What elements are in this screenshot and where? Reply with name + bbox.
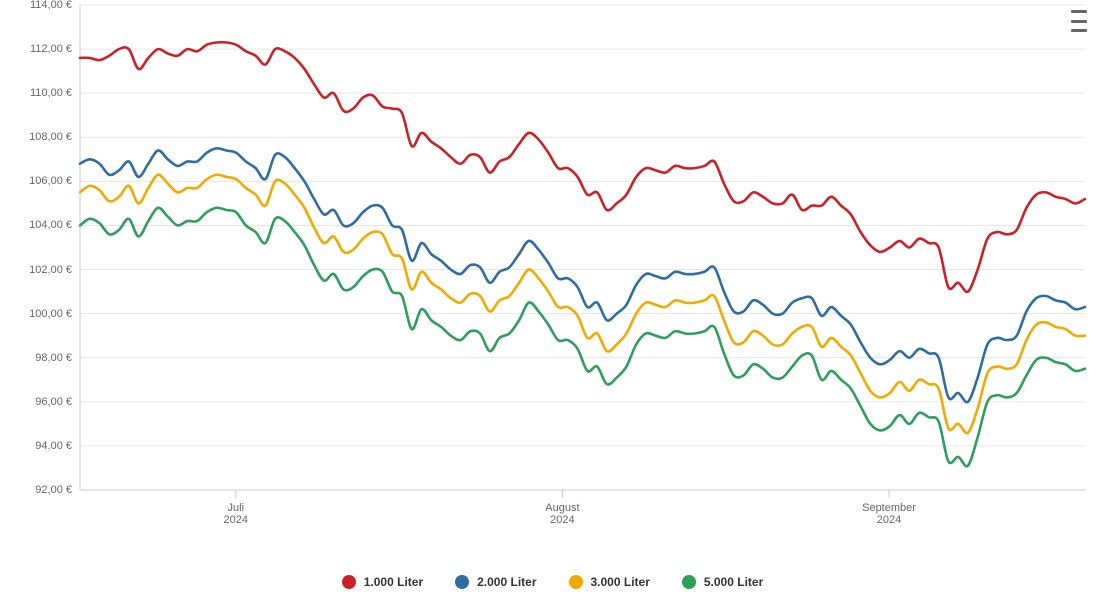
legend-label: 1.000 Liter bbox=[364, 575, 423, 589]
series-line bbox=[80, 42, 1085, 292]
legend-swatch bbox=[342, 575, 356, 589]
x-tick-label: Juli2024 bbox=[224, 502, 248, 526]
y-tick-label: 102,00 € bbox=[29, 264, 72, 276]
legend-item[interactable]: 5.000 Liter bbox=[682, 575, 763, 589]
y-tick-label: 98,00 € bbox=[35, 352, 72, 364]
y-tick-label: 96,00 € bbox=[35, 396, 72, 408]
y-tick-label: 104,00 € bbox=[29, 219, 72, 231]
y-tick-label: 106,00 € bbox=[29, 175, 72, 187]
series-line bbox=[80, 175, 1085, 433]
y-tick-label: 94,00 € bbox=[35, 440, 72, 452]
legend-swatch bbox=[455, 575, 469, 589]
price-chart: 92,00 € 94,00 € 96,00 € 98,00 € 100,00 € 102,… bbox=[0, 0, 1105, 603]
series-line bbox=[80, 208, 1085, 467]
legend-item[interactable]: 2.000 Liter bbox=[455, 575, 536, 589]
legend-item[interactable]: 1.000 Liter bbox=[342, 575, 423, 589]
legend-swatch bbox=[569, 575, 583, 589]
x-tick-label: August2024 bbox=[545, 502, 579, 526]
legend-label: 2.000 Liter bbox=[477, 575, 536, 589]
legend-label: 5.000 Liter bbox=[704, 575, 763, 589]
y-tick-label: 110,00 € bbox=[30, 87, 72, 99]
y-tick-label: 92,00 € bbox=[35, 484, 72, 496]
legend-swatch bbox=[682, 575, 696, 589]
chart-legend: 1.000 Liter 2.000 Liter 3.000 Liter 5.000 L… bbox=[0, 575, 1105, 589]
y-tick-label: 114,00 € bbox=[30, 0, 72, 11]
y-tick-label: 112,00 € bbox=[30, 43, 72, 55]
y-tick-label: 100,00 € bbox=[29, 308, 72, 320]
legend-label: 3.000 Liter bbox=[591, 575, 650, 589]
x-tick-label: September2024 bbox=[862, 502, 916, 526]
legend-item[interactable]: 3.000 Liter bbox=[569, 575, 650, 589]
y-tick-label: 108,00 € bbox=[29, 131, 72, 143]
